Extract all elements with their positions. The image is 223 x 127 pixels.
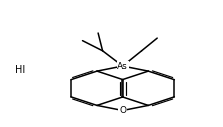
Text: O: O — [119, 106, 126, 115]
Text: As: As — [117, 62, 128, 70]
Text: HI: HI — [15, 65, 25, 75]
